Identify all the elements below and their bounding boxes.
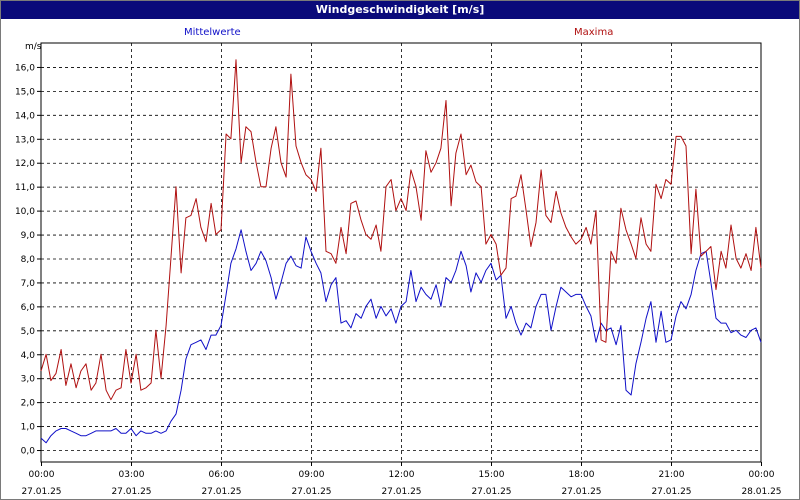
x-tick-date: 27.01.25 bbox=[381, 487, 421, 497]
y-tick-label: 7,0 bbox=[21, 279, 36, 289]
series-line-mittelwerte bbox=[40, 229, 762, 444]
x-tick-time: 12:00 bbox=[389, 470, 415, 480]
y-tick-label: 12,0 bbox=[15, 159, 35, 169]
x-tick-date: 27.01.25 bbox=[561, 487, 601, 497]
y-tick-label: 4,0 bbox=[21, 351, 36, 361]
x-tick-time: 03:00 bbox=[119, 470, 145, 480]
y-tick-label: 16,0 bbox=[15, 63, 35, 73]
x-tick-date: 27.01.25 bbox=[201, 487, 241, 497]
legend-maxima: Maxima bbox=[574, 27, 613, 38]
y-tick-label: 15,0 bbox=[15, 87, 35, 97]
x-tick-time: 09:00 bbox=[299, 470, 325, 480]
y-tick-label: 10,0 bbox=[15, 207, 35, 217]
x-tick-time: 18:00 bbox=[569, 470, 595, 480]
x-tick-date: 27.01.25 bbox=[651, 487, 691, 497]
legend-mittelwerte: Mittelwerte bbox=[184, 27, 241, 38]
window-title: Windgeschwindigkeit [m/s] bbox=[1, 1, 799, 19]
y-tick-label: 9,0 bbox=[21, 231, 36, 241]
y-tick-label: 8,0 bbox=[21, 255, 36, 265]
y-tick-label: 6,0 bbox=[21, 303, 36, 313]
x-tick-time: 06:00 bbox=[209, 470, 235, 480]
series-line-maxima bbox=[40, 59, 762, 401]
x-tick-time: 00:00 bbox=[749, 470, 775, 480]
x-tick-date: 27.01.25 bbox=[291, 487, 331, 497]
x-tick-date: 27.01.25 bbox=[21, 487, 61, 497]
x-tick-date: 28.01.25 bbox=[741, 487, 781, 497]
x-tick-time: 00:00 bbox=[29, 470, 55, 480]
series-layer bbox=[40, 59, 762, 444]
plot-frame bbox=[40, 42, 762, 463]
x-tick-time: 15:00 bbox=[479, 470, 505, 480]
y-tick-label: 2,0 bbox=[21, 399, 36, 409]
y-axis-label: m/s bbox=[25, 42, 42, 52]
x-tick-time: 21:00 bbox=[659, 470, 685, 480]
axis-ticks: 0,0 1,0 2,0 3,0 4,0 5,0 6,0 7,0 8,0 9,0 10,0 11,0 12… bbox=[15, 63, 782, 497]
y-tick-label: 11,0 bbox=[15, 183, 35, 193]
y-tick-label: 0,0 bbox=[21, 447, 36, 457]
y-tick-label: 5,0 bbox=[21, 327, 36, 337]
x-tick-date: 27.01.25 bbox=[111, 487, 151, 497]
x-tick-date: 27.01.25 bbox=[471, 487, 511, 497]
y-tick-label: 13,0 bbox=[15, 135, 35, 145]
y-tick-label: 14,0 bbox=[15, 111, 35, 121]
y-tick-label: 1,0 bbox=[21, 423, 36, 433]
y-tick-label: 3,0 bbox=[21, 375, 36, 385]
grid bbox=[40, 42, 762, 463]
